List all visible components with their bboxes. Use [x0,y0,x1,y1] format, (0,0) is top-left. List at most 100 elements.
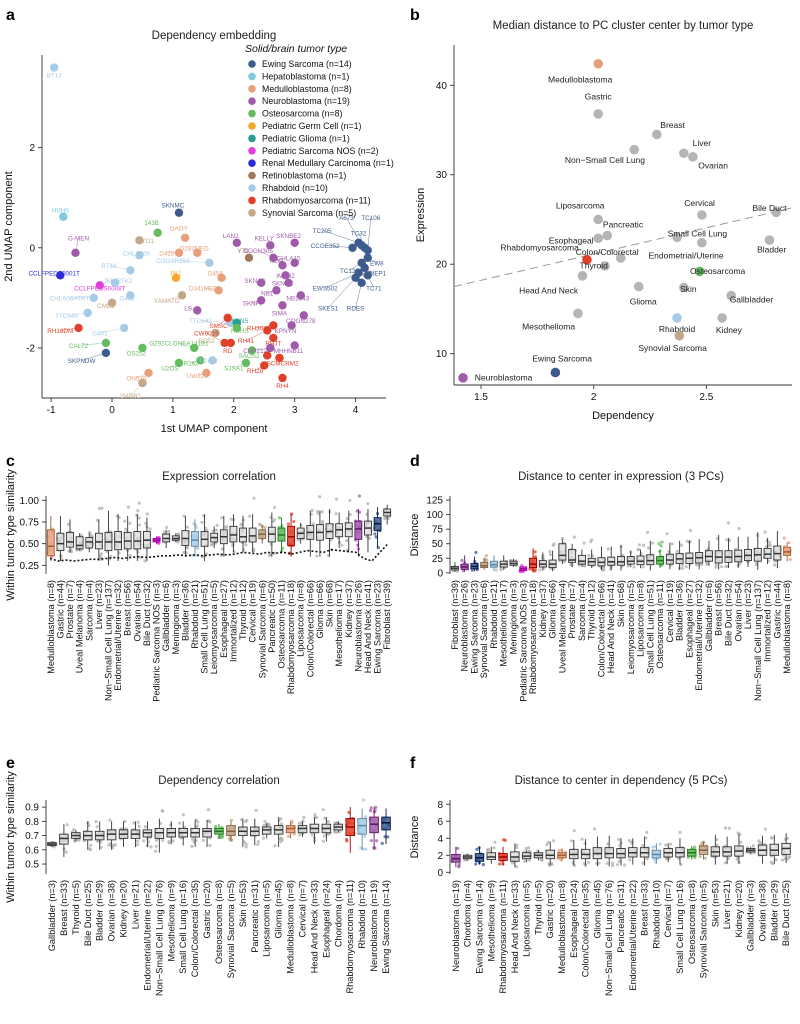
point-label: Ovarian [698,160,728,170]
point [697,237,707,248]
category-label: Bladder (n=29) [95,880,105,941]
jitter-point [209,543,213,547]
point-label: SCMCRM2 [267,360,299,367]
leader-line [172,260,210,264]
point [281,271,290,280]
jitter-point [660,540,664,544]
point [771,207,782,218]
jitter-point [89,533,93,537]
point [174,358,184,368]
category-label: Mesothelioma (n=9) [166,880,176,961]
jitter-point [335,821,339,825]
jitter-point [65,823,69,827]
jitter-point [149,845,153,849]
jitter-point [137,516,141,520]
point-label: TC106 [361,215,380,222]
point [110,278,120,288]
jitter-point [239,523,243,527]
point-label: UW228 [187,373,208,380]
jitter-point [280,524,284,528]
jitter-point [214,528,219,532]
category-label: Bile Duct (n=32) [723,580,733,646]
category-label: Gastric (n=20) [202,880,212,938]
y-tick-label: 1.00 [20,496,40,507]
category-label: Non−Small Cell Lung (n=137) [103,580,113,701]
category-label: Uveal Melanoma (n=4) [557,580,567,673]
y-tick-label: 10 [436,349,448,360]
point-label: EWS502 [313,285,338,292]
point [633,281,644,292]
jitter-point [272,518,277,522]
jitter-point [374,805,378,809]
point [244,253,254,262]
point-label: YAMATO [154,298,180,305]
y-axis-title: Distance [409,816,421,859]
x-tick-label: 1.5 [474,392,488,403]
jitter-point [703,856,707,860]
point [144,368,153,378]
category-label: Prostate (n=7) [65,580,75,638]
y-tick-label: 30 [436,170,448,181]
point [272,286,281,295]
jitter-point [267,823,271,827]
leader-line [327,277,356,309]
box [114,531,122,551]
leader-line [78,342,106,346]
y-axis-title: Distance [409,514,421,557]
jitter-point [368,809,373,813]
legend-label: Retinoblastoma (n=1) [262,171,346,181]
jitter-point [292,519,296,524]
category-label: Endometrial/Uterine (n=22) [142,880,152,991]
jitter-point [715,837,719,842]
jitter-point [89,843,93,847]
point-label: SW982 [120,393,141,400]
point [190,343,199,353]
box [626,556,635,565]
point-label: Kidney [716,325,743,335]
jitter-point [539,858,544,862]
jitter-point [296,538,301,542]
jitter-point [606,842,610,846]
panel-d-expression-distance-box: Distance to center in expression (3 PCs)… [409,471,792,702]
jitter-point [286,834,291,838]
y-tick-label: 0.5 [25,860,39,871]
jitter-point [323,816,327,820]
jitter-point [456,846,460,850]
jitter-point [182,514,186,518]
jitter-point [572,863,576,868]
jitter-point [357,494,362,498]
jitter-point [363,834,367,839]
point-label: RDES [347,305,365,312]
jitter-point [527,846,531,850]
legend-label: Hepatoblastoma (n=1) [262,71,349,81]
point [226,338,235,348]
jitter-point [772,563,777,567]
point [296,291,305,300]
jitter-point [208,820,212,824]
point [275,353,284,363]
category-label: Gallbladder (n=3) [746,880,756,951]
jitter-point [195,824,199,828]
point-label: SKNBE2 [276,233,301,240]
jitter-point [302,815,306,820]
category-label: Ewing Sarcoma (n=23) [469,580,479,674]
jitter-point [374,535,378,539]
jitter-point [484,554,488,558]
category-label: Uveal Melanoma (n=4) [75,580,85,673]
legend-label: Osteosarcoma (n=8) [262,109,342,119]
point [593,214,604,225]
category-label: Rhabdomyosarcoma (n=18) [528,580,538,694]
x-tick-label: 4 [353,405,359,416]
jitter-point [782,536,786,540]
point-label: HUHS [231,328,249,335]
category-label: Meningioma (n=3) [509,580,519,654]
jitter-point [647,546,651,550]
leader-line [367,217,372,251]
point [363,253,372,262]
jitter-point [474,550,478,555]
category-label: Pancreatic (n=31) [250,880,260,953]
jitter-point [244,845,248,849]
category-label: Cervical (n=7) [663,880,673,937]
jitter-point [659,544,663,548]
point-label: SYO1 [137,238,154,245]
